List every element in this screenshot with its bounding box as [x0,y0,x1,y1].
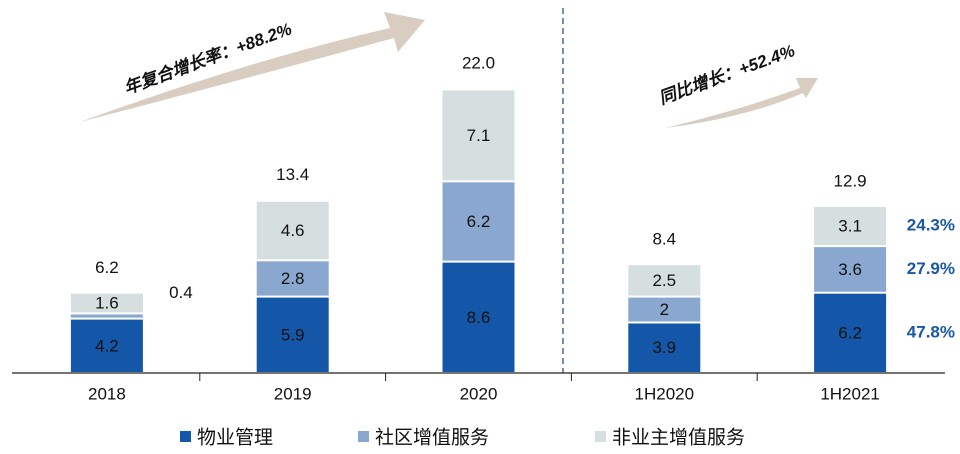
value-label: 6.2 [467,212,491,231]
legend-label: 社区增值服务 [375,427,489,449]
total-label: 13.4 [276,165,309,184]
value-label: 2 [660,300,669,319]
bar-segment [442,182,515,261]
value-label: 8.6 [467,308,491,327]
bar-segment [628,297,701,322]
value-label: 1.6 [95,294,119,313]
growth-arrow [80,12,425,122]
legend-swatch [180,431,191,442]
value-label: 4.6 [281,221,305,240]
x-tick-label: 2020 [460,384,498,403]
bar-segment [256,261,329,296]
x-tick-label: 1H2020 [635,384,695,403]
value-label: 4.2 [95,336,119,355]
legend-label: 非业主增值服务 [612,427,745,449]
x-tick-label: 1H2021 [820,384,880,403]
share-label: 27.9% [907,259,955,278]
bar-segment [70,314,143,318]
value-label: 3.1 [838,217,862,236]
bar-segment [256,297,329,372]
bar-segment [814,293,887,372]
bar-segment [70,293,143,313]
value-label: 2.8 [281,269,305,288]
value-label: 3.9 [652,338,676,357]
value-label: 7.1 [467,126,491,145]
total-label: 8.4 [652,230,676,249]
bar-segment [442,90,515,181]
legend-label: 物业管理 [197,427,273,449]
value-label: 0.4 [169,283,193,302]
bar-segment [442,262,515,372]
total-label: 12.9 [834,171,867,190]
legend-swatch [595,431,606,442]
bar-segment [70,319,143,372]
x-tick-label: 2019 [274,384,312,403]
value-label: 5.9 [281,325,305,344]
value-label: 6.2 [838,323,862,342]
x-tick-label: 2018 [88,384,126,403]
bar-segment [814,247,887,292]
bar-segment [628,323,701,372]
value-label: 3.6 [838,260,862,279]
bar-segment [256,201,329,260]
total-label: 6.2 [95,258,119,277]
total-label: 22.0 [462,54,495,73]
growth-arrow [665,78,818,128]
value-label: 2.5 [652,271,676,290]
bar-segment [628,265,701,296]
bar-segment [814,206,887,246]
legend-swatch [358,431,369,442]
share-label: 47.8% [907,322,955,341]
share-label: 24.3% [907,216,955,235]
